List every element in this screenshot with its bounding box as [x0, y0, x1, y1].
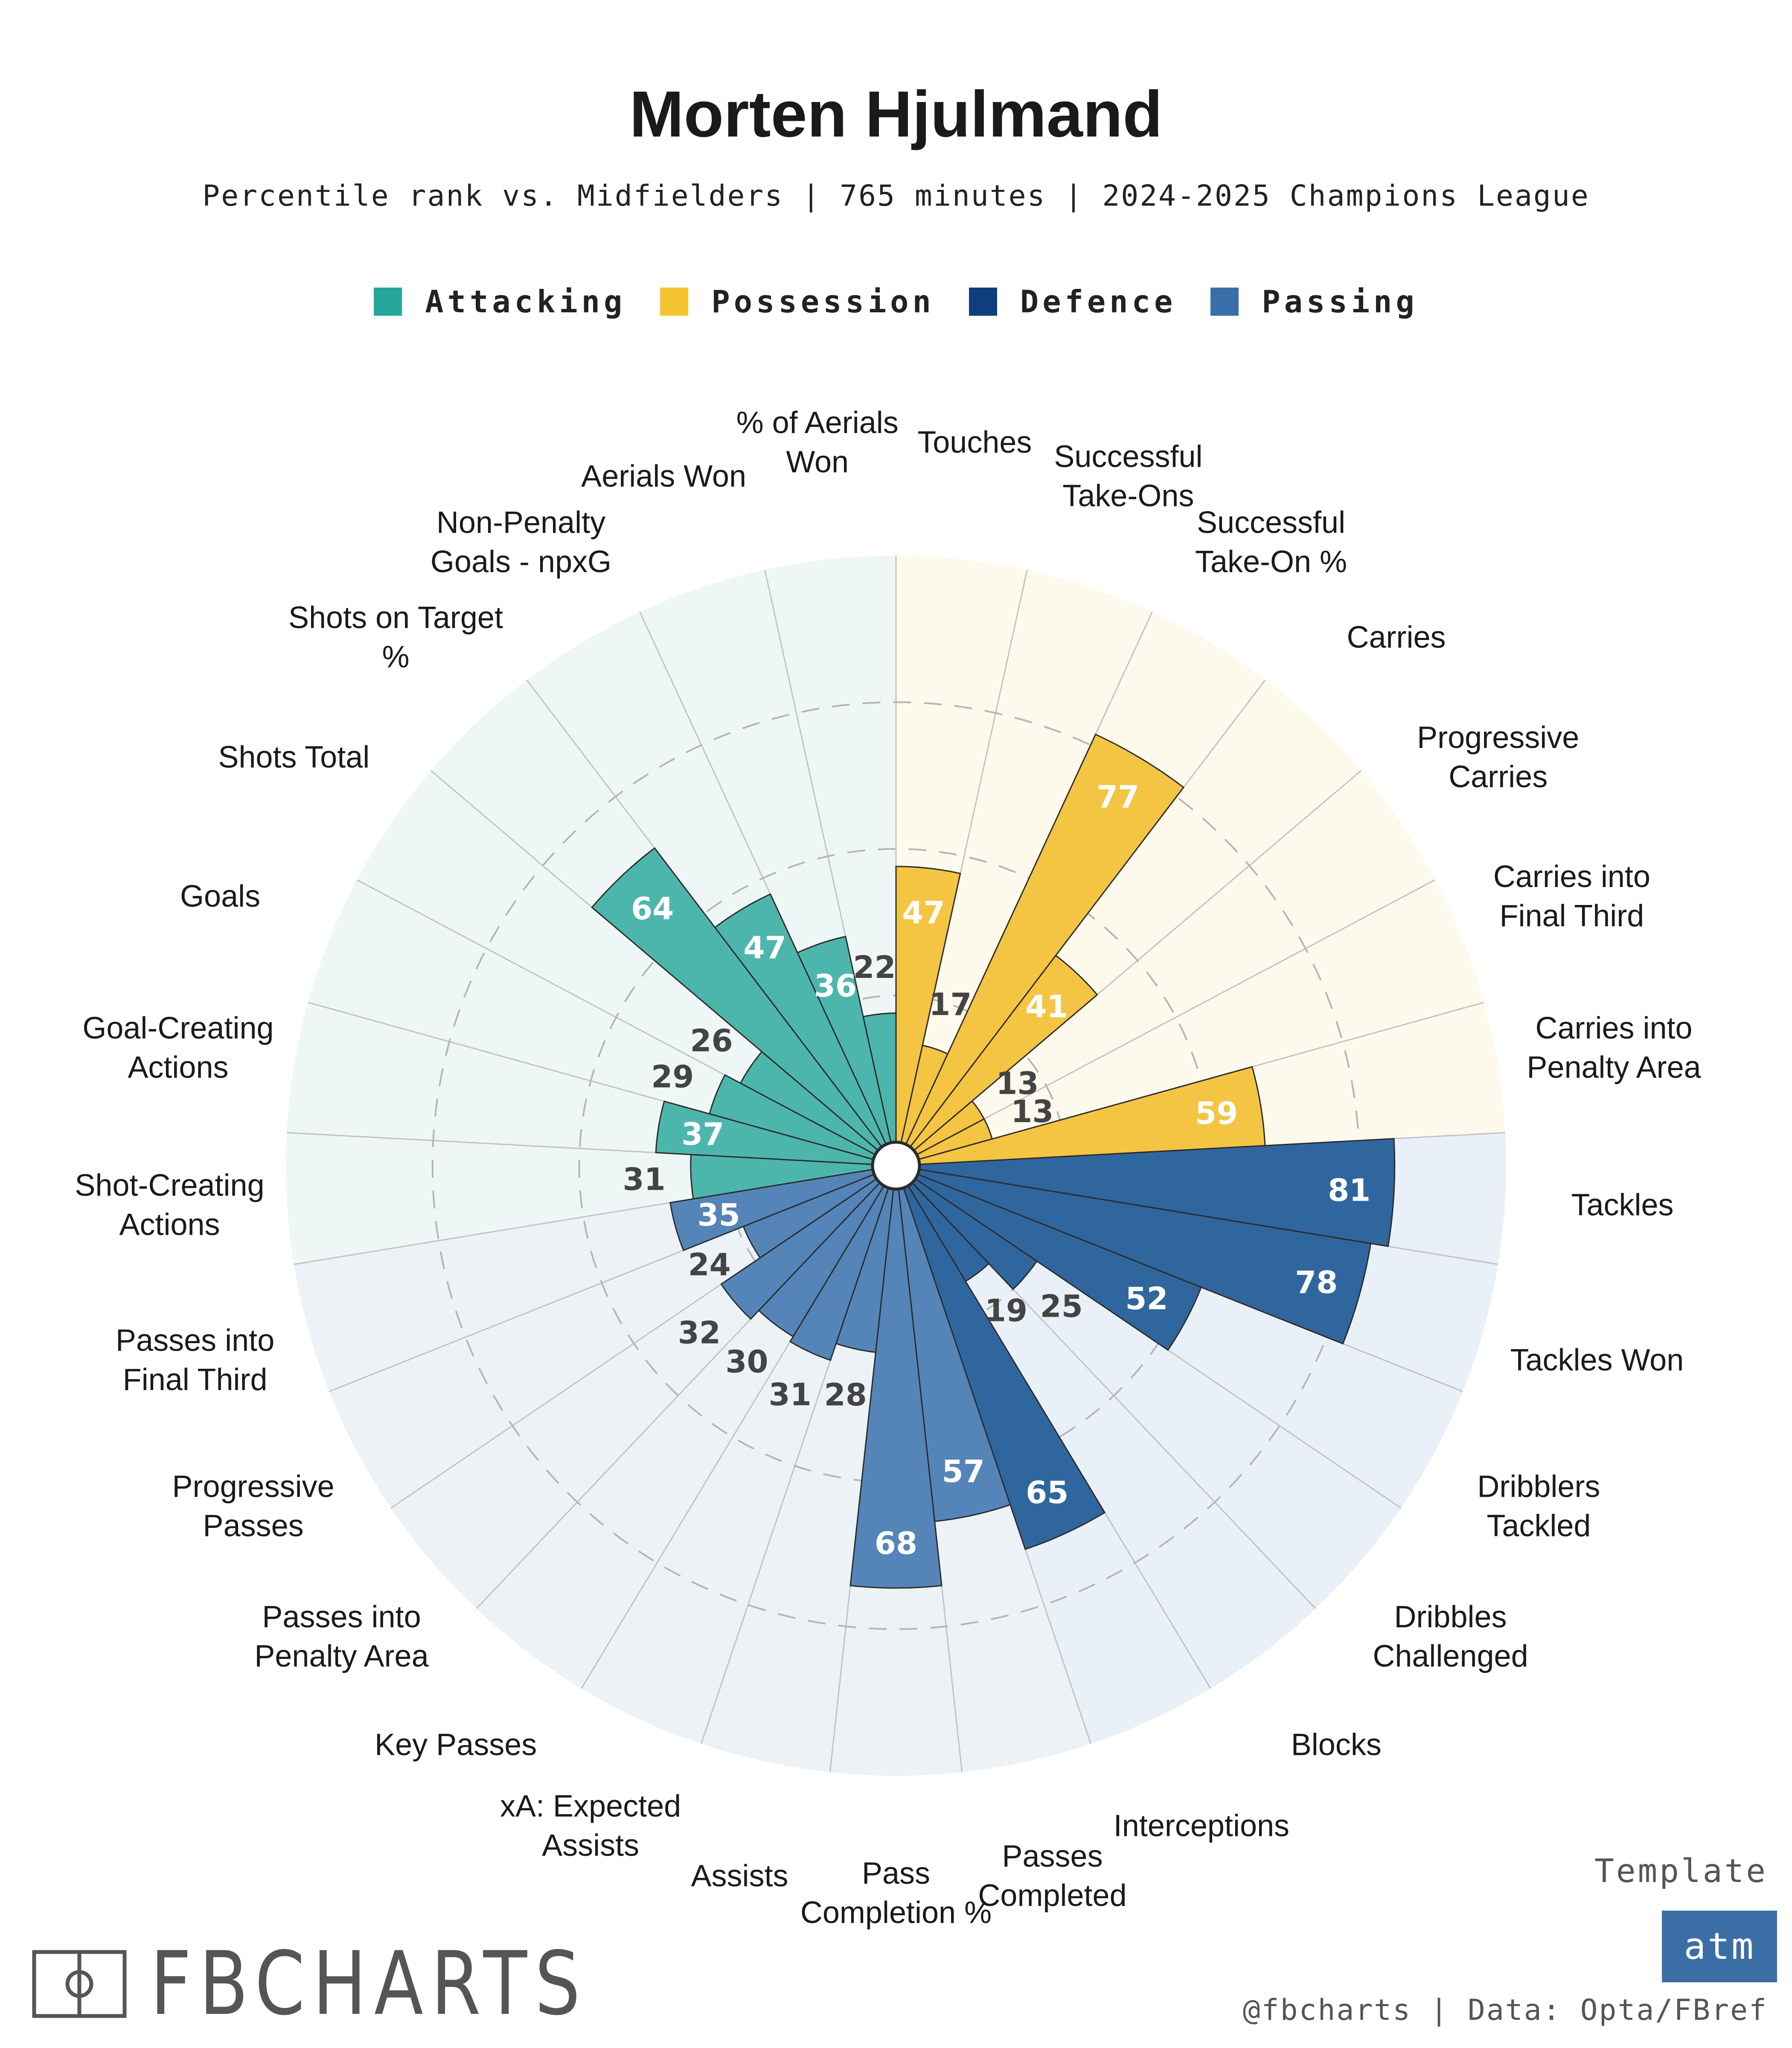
legend-item-passing: Passing: [1210, 284, 1418, 320]
legend-item-defence: Defence: [969, 284, 1176, 320]
category-label-passes-into-penalty-area: Passes into Penalty Area: [254, 1600, 429, 1673]
value-label-aerials-won: 36: [814, 968, 857, 1004]
category-label-of-aerials-won: % of Aerials Won: [736, 406, 899, 479]
value-label-carries: 41: [1025, 989, 1068, 1024]
legend-swatch-defence: [969, 288, 997, 316]
legend-swatch-attacking: [374, 288, 402, 316]
value-label-assists: 28: [824, 1377, 867, 1413]
value-label-dribblers-tackled: 52: [1125, 1280, 1168, 1316]
category-label-carries: Carries: [1347, 620, 1446, 655]
value-label-successful-take-ons: 17: [929, 986, 972, 1022]
category-label-blocks: Blocks: [1291, 1728, 1382, 1762]
category-label-tackles: Tackles: [1571, 1188, 1673, 1222]
category-label-shots-on-target: Shots on Target%: [288, 601, 503, 674]
value-label-shots-total: 26: [690, 1023, 733, 1059]
center-hole: [871, 1140, 921, 1191]
value-label-key-passes: 30: [725, 1344, 768, 1380]
legend-swatch-possession: [660, 288, 689, 316]
value-label-dribbles-challenged: 25: [1040, 1288, 1083, 1324]
brand-name: FBCHARTS: [150, 1933, 588, 2035]
page-title: Morten Hjulmand: [629, 78, 1163, 151]
value-label-non-penalty-goals-npxg: 47: [743, 930, 786, 966]
value-label-tackles: 81: [1328, 1172, 1370, 1208]
sector-bg-progressive-carries: [913, 771, 1435, 1155]
value-label-passes-completed: 57: [942, 1454, 985, 1489]
value-label-passes-into-final-third: 35: [697, 1197, 740, 1233]
legend-label-defence: Defence: [1020, 284, 1177, 320]
category-label-pass-completion: Pass Completion %: [800, 1856, 992, 1930]
value-label-passes-into-penalty-area: 32: [678, 1315, 721, 1351]
value-label-carries-into-final-third: 13: [1011, 1094, 1053, 1129]
category-label-goal-creating-actions: Goal-Creating Actions: [82, 1011, 273, 1085]
value-label-goals: 29: [651, 1059, 694, 1094]
legend: Attacking Possession Defence Passing: [0, 284, 1792, 320]
value-label-pass-completion: 68: [875, 1525, 917, 1561]
sector-bg-blocks: [908, 1182, 1316, 1689]
pitch-icon: [32, 1950, 127, 2018]
category-label-dribbles-challenged: Dribbles Challenged: [1373, 1600, 1528, 1673]
category-label-passes-completed: Passes Completed: [978, 1839, 1126, 1913]
sector-bg-progressive-passes: [329, 1174, 877, 1508]
page-subtitle: Percentile rank vs. Midfielders | 765 mi…: [202, 179, 1590, 213]
category-label-key-passes: Key Passes: [375, 1728, 537, 1762]
sector-bg-shots-total: [357, 771, 879, 1155]
category-label-interceptions: Interceptions: [1114, 1809, 1289, 1843]
category-label-assists: Assists: [691, 1859, 788, 1893]
value-label-of-aerials-won: 22: [853, 949, 896, 985]
value-label-shot-creating-actions: 31: [623, 1161, 666, 1197]
legend-item-possession: Possession: [660, 284, 934, 320]
category-label-aerials-won: Aerials Won: [581, 459, 746, 493]
category-label-successful-take-on: Successful Take-On %: [1195, 506, 1347, 579]
category-label-non-penalty-goals-npxg: Non-Penalty Goals - npxG: [431, 506, 611, 579]
template-label: Template: [1594, 1852, 1768, 1890]
sector-bg-of-aerials-won: [765, 556, 896, 1143]
category-label-xa-expected-assists: xA: Expected Assists: [500, 1789, 681, 1862]
sector-bg-successful-take-ons: [901, 570, 1152, 1145]
category-label-shots-total: Shots Total: [218, 740, 369, 774]
category-label-progressive-passes: Progressive Passes: [172, 1470, 335, 1543]
category-label-carries-into-penalty-area: Carries into Penalty Area: [1527, 1011, 1701, 1085]
legend-label-passing: Passing: [1262, 284, 1418, 320]
sector-bg-carries-into-final-third: [916, 880, 1484, 1160]
sector-bg-dribbles-challenged: [912, 1178, 1401, 1609]
value-label-xa-expected-assists: 31: [769, 1377, 812, 1413]
data-credit: @fbcharts | Data: Opta/FBref: [1242, 1993, 1768, 2027]
value-label-goal-creating-actions: 37: [681, 1116, 724, 1152]
template-badge: atm: [1662, 1911, 1777, 1982]
category-label-touches: Touches: [917, 425, 1032, 460]
category-label-progressive-carries: Progressive Carries: [1417, 721, 1579, 794]
fbcharts-logo: FBCHARTS: [32, 1933, 684, 2035]
value-label-carries-into-penalty-area: 59: [1195, 1095, 1238, 1131]
legend-label-attacking: Attacking: [425, 284, 626, 320]
category-label-successful-take-ons: Successful Take-Ons: [1054, 439, 1202, 513]
value-label-interceptions: 65: [1026, 1475, 1068, 1510]
legend-item-attacking: Attacking: [374, 284, 626, 320]
legend-swatch-passing: [1210, 288, 1239, 316]
category-label-dribblers-tackled: Dribblers Tackled: [1477, 1470, 1600, 1543]
legend-label-possession: Possession: [711, 284, 935, 320]
sector-divider: [916, 879, 1436, 1155]
value-label-tackles-won: 78: [1295, 1265, 1338, 1300]
category-label-carries-into-final-third: Carries into Final Third: [1493, 860, 1650, 933]
value-label-touches: 47: [902, 895, 945, 931]
value-label-progressive-carries: 13: [996, 1065, 1039, 1101]
value-label-successful-take-on: 77: [1097, 779, 1139, 815]
value-label-blocks: 19: [985, 1292, 1027, 1328]
value-label-shots-on-target: 64: [631, 890, 674, 926]
value-label-progressive-passes: 24: [688, 1247, 731, 1283]
category-label-shot-creating-actions: Shot-Creating Actions: [75, 1168, 264, 1242]
category-label-goals: Goals: [180, 879, 260, 913]
category-label-tackles-won: Tackles Won: [1510, 1343, 1684, 1377]
category-label-passes-into-final-third: Passes into Final Third: [116, 1324, 274, 1397]
